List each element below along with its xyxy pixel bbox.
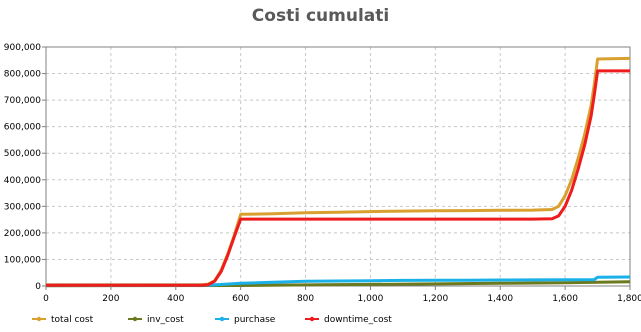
y-tick-label: 0 <box>35 282 41 292</box>
legend: total cost inv_cost purchase downtime_cost <box>32 315 392 325</box>
y-tick-label: 500,000 <box>4 149 41 159</box>
y-axis: 0 100,000 200,000 300,000 400,000 500,000 600,… <box>4 43 46 292</box>
plot-area <box>45 46 631 287</box>
y-tick-label: 400,000 <box>4 176 41 186</box>
legend-label: downtime_cost <box>324 315 392 325</box>
legend-marker <box>132 316 138 322</box>
series-line-purchase <box>46 275 631 287</box>
grid <box>46 47 630 286</box>
x-tick-label: 1,600 <box>552 294 578 304</box>
x-tick-label: 1,800 <box>617 294 641 304</box>
y-tick-label: 200,000 <box>4 229 41 239</box>
series-line-inv-cost <box>45 280 631 288</box>
legend-label: inv_cost <box>147 315 184 325</box>
series-lines <box>45 56 631 288</box>
x-tick-label: 800 <box>297 294 314 304</box>
legend-marker <box>219 316 225 322</box>
y-tick-label: 700,000 <box>4 96 41 106</box>
x-tick-label: 400 <box>167 294 184 304</box>
x-tick-label: 1,200 <box>422 294 448 304</box>
legend-marker <box>36 316 42 322</box>
chart-title: Costi cumulati <box>251 6 390 26</box>
y-tick-label: 900,000 <box>4 43 41 53</box>
x-axis: 0 200 400 600 800 1,000 1,200 1,400 1,600 1,800 <box>43 286 641 304</box>
legend-marker <box>309 316 315 322</box>
legend-label: total cost <box>51 315 94 325</box>
y-tick-label: 800,000 <box>4 70 41 80</box>
x-tick-label: 0 <box>43 294 49 304</box>
y-tick-label: 600,000 <box>4 123 41 133</box>
x-tick-label: 600 <box>232 294 249 304</box>
legend-label: purchase <box>234 315 276 325</box>
y-tick-label: 300,000 <box>4 202 41 212</box>
series-line-downtime-cost <box>46 69 630 287</box>
x-tick-label: 1,000 <box>358 294 384 304</box>
y-tick-label: 100,000 <box>4 255 41 265</box>
x-tick-label: 1,400 <box>487 294 513 304</box>
x-tick-label: 200 <box>102 294 119 304</box>
series-line-total-cost <box>46 56 631 287</box>
